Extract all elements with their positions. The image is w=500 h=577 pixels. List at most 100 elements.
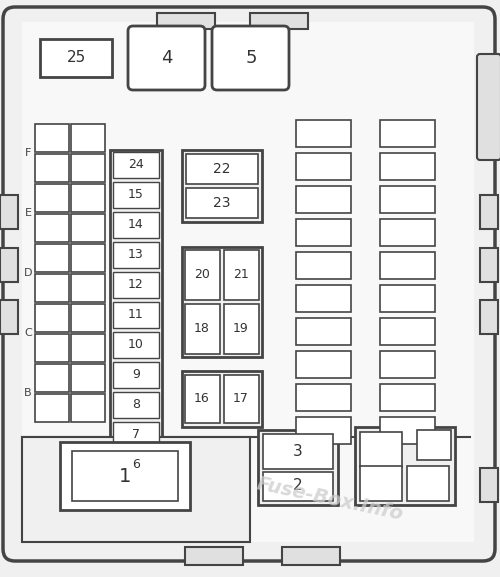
Bar (182, 150, 262, 222)
Bar (71, 364, 105, 392)
Text: 14: 14 (128, 219, 144, 231)
Text: 17: 17 (233, 392, 249, 406)
Text: 23: 23 (213, 196, 231, 210)
Bar (35, 154, 69, 182)
Bar (296, 186, 351, 213)
Bar (380, 417, 435, 444)
Bar (380, 186, 435, 213)
Bar (35, 124, 69, 152)
Bar (71, 334, 105, 362)
Bar (186, 188, 258, 218)
Text: 16: 16 (194, 392, 210, 406)
Text: B: B (24, 388, 32, 398)
Bar (113, 332, 159, 358)
Bar (224, 250, 259, 300)
Bar (380, 384, 435, 411)
Text: F: F (25, 148, 31, 158)
Text: D: D (24, 268, 32, 278)
Bar (113, 242, 159, 268)
Bar (296, 384, 351, 411)
Bar (40, 39, 112, 77)
Bar (296, 219, 351, 246)
Text: 10: 10 (128, 339, 144, 351)
Bar (380, 153, 435, 180)
Bar (360, 432, 402, 467)
Bar (71, 154, 105, 182)
Bar (113, 152, 159, 178)
Bar (380, 120, 435, 147)
Bar (480, 468, 498, 502)
Bar (35, 364, 69, 392)
Bar (186, 154, 258, 184)
Bar (113, 302, 159, 328)
Bar (185, 547, 243, 565)
Bar (185, 250, 220, 300)
Text: 6: 6 (132, 459, 140, 471)
Bar (224, 375, 259, 423)
Bar (480, 248, 498, 282)
Text: 2: 2 (293, 478, 303, 493)
Bar (224, 304, 259, 354)
Bar (380, 219, 435, 246)
Bar (113, 182, 159, 208)
Bar (72, 451, 178, 501)
Bar (0, 300, 18, 334)
Bar (113, 212, 159, 238)
Text: 4: 4 (161, 49, 173, 67)
Text: 24: 24 (128, 159, 144, 171)
Bar (296, 417, 351, 444)
FancyBboxPatch shape (128, 26, 205, 90)
Bar (407, 466, 449, 501)
Bar (296, 252, 351, 279)
Bar (296, 318, 351, 345)
Bar (258, 430, 338, 505)
Bar (35, 184, 69, 212)
Text: Fuse-Box.Info: Fuse-Box.Info (255, 474, 405, 524)
Text: C: C (24, 328, 32, 338)
Bar (182, 371, 262, 427)
Text: 19: 19 (233, 323, 249, 335)
Text: 1: 1 (119, 466, 131, 485)
Bar (282, 547, 340, 565)
Bar (71, 184, 105, 212)
Text: 5: 5 (245, 49, 257, 67)
FancyBboxPatch shape (3, 7, 495, 561)
Bar (185, 304, 220, 354)
Bar (182, 247, 262, 357)
Bar (113, 272, 159, 298)
Bar (185, 375, 220, 423)
Text: 15: 15 (128, 189, 144, 201)
Text: 18: 18 (194, 323, 210, 335)
Text: 22: 22 (213, 162, 231, 176)
Bar (380, 318, 435, 345)
Text: E: E (24, 208, 32, 218)
Text: 12: 12 (128, 279, 144, 291)
Bar (71, 274, 105, 302)
Bar (355, 427, 455, 505)
Bar (0, 248, 18, 282)
Bar (71, 124, 105, 152)
Bar (22, 437, 250, 542)
Bar (71, 394, 105, 422)
Bar (35, 274, 69, 302)
Text: 9: 9 (132, 369, 140, 381)
Bar (71, 244, 105, 272)
FancyBboxPatch shape (477, 54, 500, 160)
Bar (35, 304, 69, 332)
Bar (296, 120, 351, 147)
Bar (71, 214, 105, 242)
Text: 20: 20 (194, 268, 210, 282)
Bar (360, 466, 402, 501)
Text: 13: 13 (128, 249, 144, 261)
Bar (296, 351, 351, 378)
Bar (380, 252, 435, 279)
Bar (110, 150, 162, 480)
Bar (157, 13, 215, 29)
Bar (0, 195, 18, 229)
Bar (480, 195, 498, 229)
Bar (380, 351, 435, 378)
Bar (35, 214, 69, 242)
Text: 21: 21 (233, 268, 249, 282)
Bar (380, 285, 435, 312)
Bar (263, 434, 333, 469)
